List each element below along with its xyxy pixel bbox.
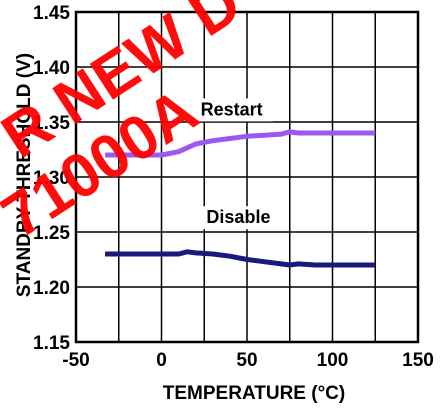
plot-area-frame xyxy=(74,10,420,344)
series-line-disable xyxy=(105,249,376,268)
y-tick-label: 1.35 xyxy=(33,113,70,134)
x-tick-label: -50 xyxy=(62,350,89,371)
y-axis-title: STANDBY THRESHOLD (V) xyxy=(14,53,35,297)
x-tick-label: 150 xyxy=(402,350,434,371)
grid xyxy=(75,11,419,343)
x-tick-label: 100 xyxy=(317,350,349,371)
annotation-disable: Disable xyxy=(196,206,281,230)
y-tick-label: 1.15 xyxy=(33,333,70,354)
y-axis-tick-labels: 1.15 1.20 1.25 1.30 1.35 1.40 1.45 xyxy=(33,3,70,354)
annotation-restart: Restart xyxy=(189,98,274,122)
y-tick-label: 1.30 xyxy=(33,168,70,189)
x-axis-tick-labels: -50 0 50 100 150 xyxy=(62,350,434,371)
annotation-label: Disable xyxy=(206,207,270,227)
annotations: Restart Disable xyxy=(189,98,281,230)
y-tick-label: 1.20 xyxy=(33,278,70,299)
x-tick-label: 50 xyxy=(236,350,257,371)
annotation-background xyxy=(196,206,281,230)
annotation-label: Restart xyxy=(201,99,263,119)
y-tick-label: 1.25 xyxy=(33,223,70,244)
annotation-background xyxy=(189,98,274,122)
x-tick-label: 0 xyxy=(156,350,167,371)
y-tick-label: 1.40 xyxy=(33,58,70,79)
y-tick-label: 1.45 xyxy=(33,3,70,24)
series-lines xyxy=(105,129,376,268)
x-axis-title: TEMPERATURE (°C) xyxy=(163,383,345,404)
series-line-restart xyxy=(105,129,376,158)
